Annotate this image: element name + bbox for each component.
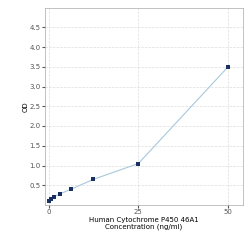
Point — [52, 195, 56, 199]
X-axis label: Human Cytochrome P450 46A1
Concentration (ng/ml): Human Cytochrome P450 46A1 Concentration… — [89, 216, 198, 230]
Point — [136, 162, 140, 166]
Point — [69, 187, 73, 191]
Y-axis label: OD: OD — [22, 101, 28, 112]
Point — [46, 199, 50, 203]
Point — [50, 197, 54, 201]
Point — [226, 65, 230, 69]
Point — [58, 192, 62, 196]
Point — [92, 177, 96, 181]
